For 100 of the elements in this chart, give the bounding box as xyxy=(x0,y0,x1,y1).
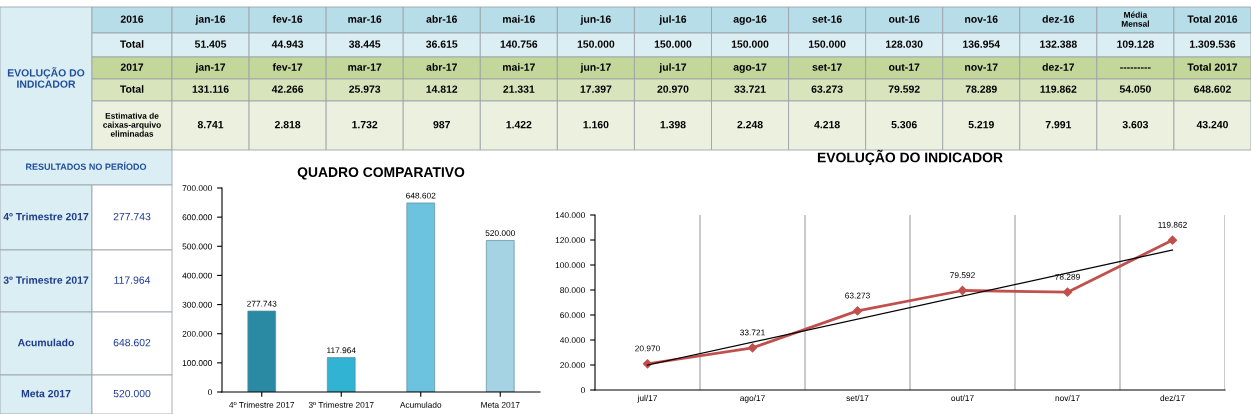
text: mai-17 xyxy=(503,63,535,71)
text: set-16 xyxy=(812,15,842,23)
text: Total 2017 xyxy=(1187,63,1238,71)
y-tick-label: 0 xyxy=(207,389,212,396)
text: 150.000 xyxy=(577,40,615,48)
y-tick-label: 80.000 xyxy=(560,287,585,294)
text: 117.964 xyxy=(114,276,151,284)
text: 3.603 xyxy=(1122,120,1149,129)
text: 1.422 xyxy=(506,120,532,129)
text: 2.818 xyxy=(274,120,301,129)
text: 3º Trimestre 2017 xyxy=(3,276,89,284)
text: Estimativa de caixas-arquivo eliminadas xyxy=(103,112,161,137)
text: 43.240 xyxy=(1196,120,1228,129)
data-label: 520.000 xyxy=(485,230,515,237)
text: abr-17 xyxy=(426,63,457,71)
text: 36.615 xyxy=(426,40,458,48)
text: mar-17 xyxy=(348,63,382,71)
x-tick-label: Acumulado xyxy=(399,401,442,408)
x-tick-label: dez/17 xyxy=(1160,394,1185,401)
data-label: 648.602 xyxy=(406,192,436,199)
text: jul-17 xyxy=(659,63,687,73)
bar xyxy=(485,240,515,392)
text: EVOLUÇÃO DO INDICADOR xyxy=(7,67,85,88)
text: 520.000 xyxy=(113,389,151,398)
text: 109.128 xyxy=(1117,40,1154,48)
text: ago-16 xyxy=(733,15,767,25)
data-label: 78.289 xyxy=(1055,273,1080,280)
text: 51.405 xyxy=(194,40,227,48)
data-label: 119.862 xyxy=(1158,221,1187,228)
text: abr-16 xyxy=(426,15,458,23)
x-tick-label: jul/17 xyxy=(637,394,658,403)
point xyxy=(1167,235,1178,245)
text: dez-17 xyxy=(1042,63,1075,71)
y-tick-label: 500.000 xyxy=(182,243,212,250)
text: 648.602 xyxy=(1194,85,1231,93)
text: jul-16 xyxy=(659,15,687,25)
text: mai-16 xyxy=(503,15,535,23)
text: 4.218 xyxy=(814,120,840,129)
text: 128.030 xyxy=(886,40,923,48)
text: 119.862 xyxy=(1040,85,1077,93)
text: 5.306 xyxy=(891,120,917,129)
text: 4º Trimestre 2017 xyxy=(3,212,89,221)
y-tick-label: 300.000 xyxy=(182,301,212,308)
data-label: 33.721 xyxy=(740,329,765,336)
text: 1.309.536 xyxy=(1189,40,1236,48)
point xyxy=(747,343,758,353)
text: 1.398 xyxy=(660,120,686,129)
text: 136.954 xyxy=(963,40,1001,48)
y-tick-label: 140.000 xyxy=(555,212,585,219)
y-tick-label: 100.000 xyxy=(182,360,212,366)
bar xyxy=(247,310,277,392)
y-tick-label: 600.000 xyxy=(182,214,212,221)
data-label: 277.743 xyxy=(247,300,277,307)
text: 7.991 xyxy=(1045,120,1072,129)
bar xyxy=(406,202,436,392)
text: 8.741 xyxy=(197,120,224,129)
text: --------- xyxy=(1120,67,1151,69)
data-label: 79.592 xyxy=(950,272,975,279)
text: jan-16 xyxy=(195,15,226,25)
y-tick-label: 200.000 xyxy=(182,330,212,337)
data-label: 117.964 xyxy=(327,347,356,354)
text: 648.602 xyxy=(113,338,151,347)
data-label: 20.970 xyxy=(635,345,660,352)
y-tick-label: 0 xyxy=(580,387,585,394)
text: 150.000 xyxy=(654,40,692,48)
text: Média Mensal xyxy=(1121,11,1149,27)
text: 277.743 xyxy=(113,212,151,221)
text: mar-16 xyxy=(348,15,382,23)
text: 2.248 xyxy=(737,120,763,129)
text: jun-16 xyxy=(580,15,611,25)
text: 150.000 xyxy=(731,40,769,48)
text: 21.331 xyxy=(503,85,535,93)
y-tick-label: 120.000 xyxy=(555,237,585,244)
text: 78.289 xyxy=(965,85,997,93)
y-tick-label: 60.000 xyxy=(560,312,585,319)
point xyxy=(1062,287,1073,297)
text: 33.721 xyxy=(734,85,766,93)
text: 14.812 xyxy=(426,85,458,93)
x-tick-label: nov/17 xyxy=(1055,394,1080,401)
text: 2017 xyxy=(120,63,144,71)
text: 42.266 xyxy=(271,85,304,93)
x-tick-label: ago/17 xyxy=(740,394,765,403)
bar xyxy=(326,357,356,392)
text: fev-17 xyxy=(272,63,303,71)
text: 987 xyxy=(433,120,450,129)
text: 140.756 xyxy=(500,40,538,48)
y-tick-label: 20.000 xyxy=(560,362,585,369)
text: out-16 xyxy=(888,15,920,23)
text: 63.273 xyxy=(811,85,843,93)
text: dez-16 xyxy=(1042,15,1075,23)
text: 2016 xyxy=(120,15,144,23)
text: set-17 xyxy=(812,63,842,71)
text: 150.000 xyxy=(808,40,846,48)
text: 17.397 xyxy=(580,85,612,93)
text: RESULTADOS NO PERÍODO xyxy=(26,161,147,170)
text: out-17 xyxy=(888,63,920,71)
text: 79.592 xyxy=(888,85,920,93)
text: jun-17 xyxy=(580,63,611,73)
y-tick-label: 400.000 xyxy=(182,272,212,279)
text: jan-17 xyxy=(195,63,226,73)
